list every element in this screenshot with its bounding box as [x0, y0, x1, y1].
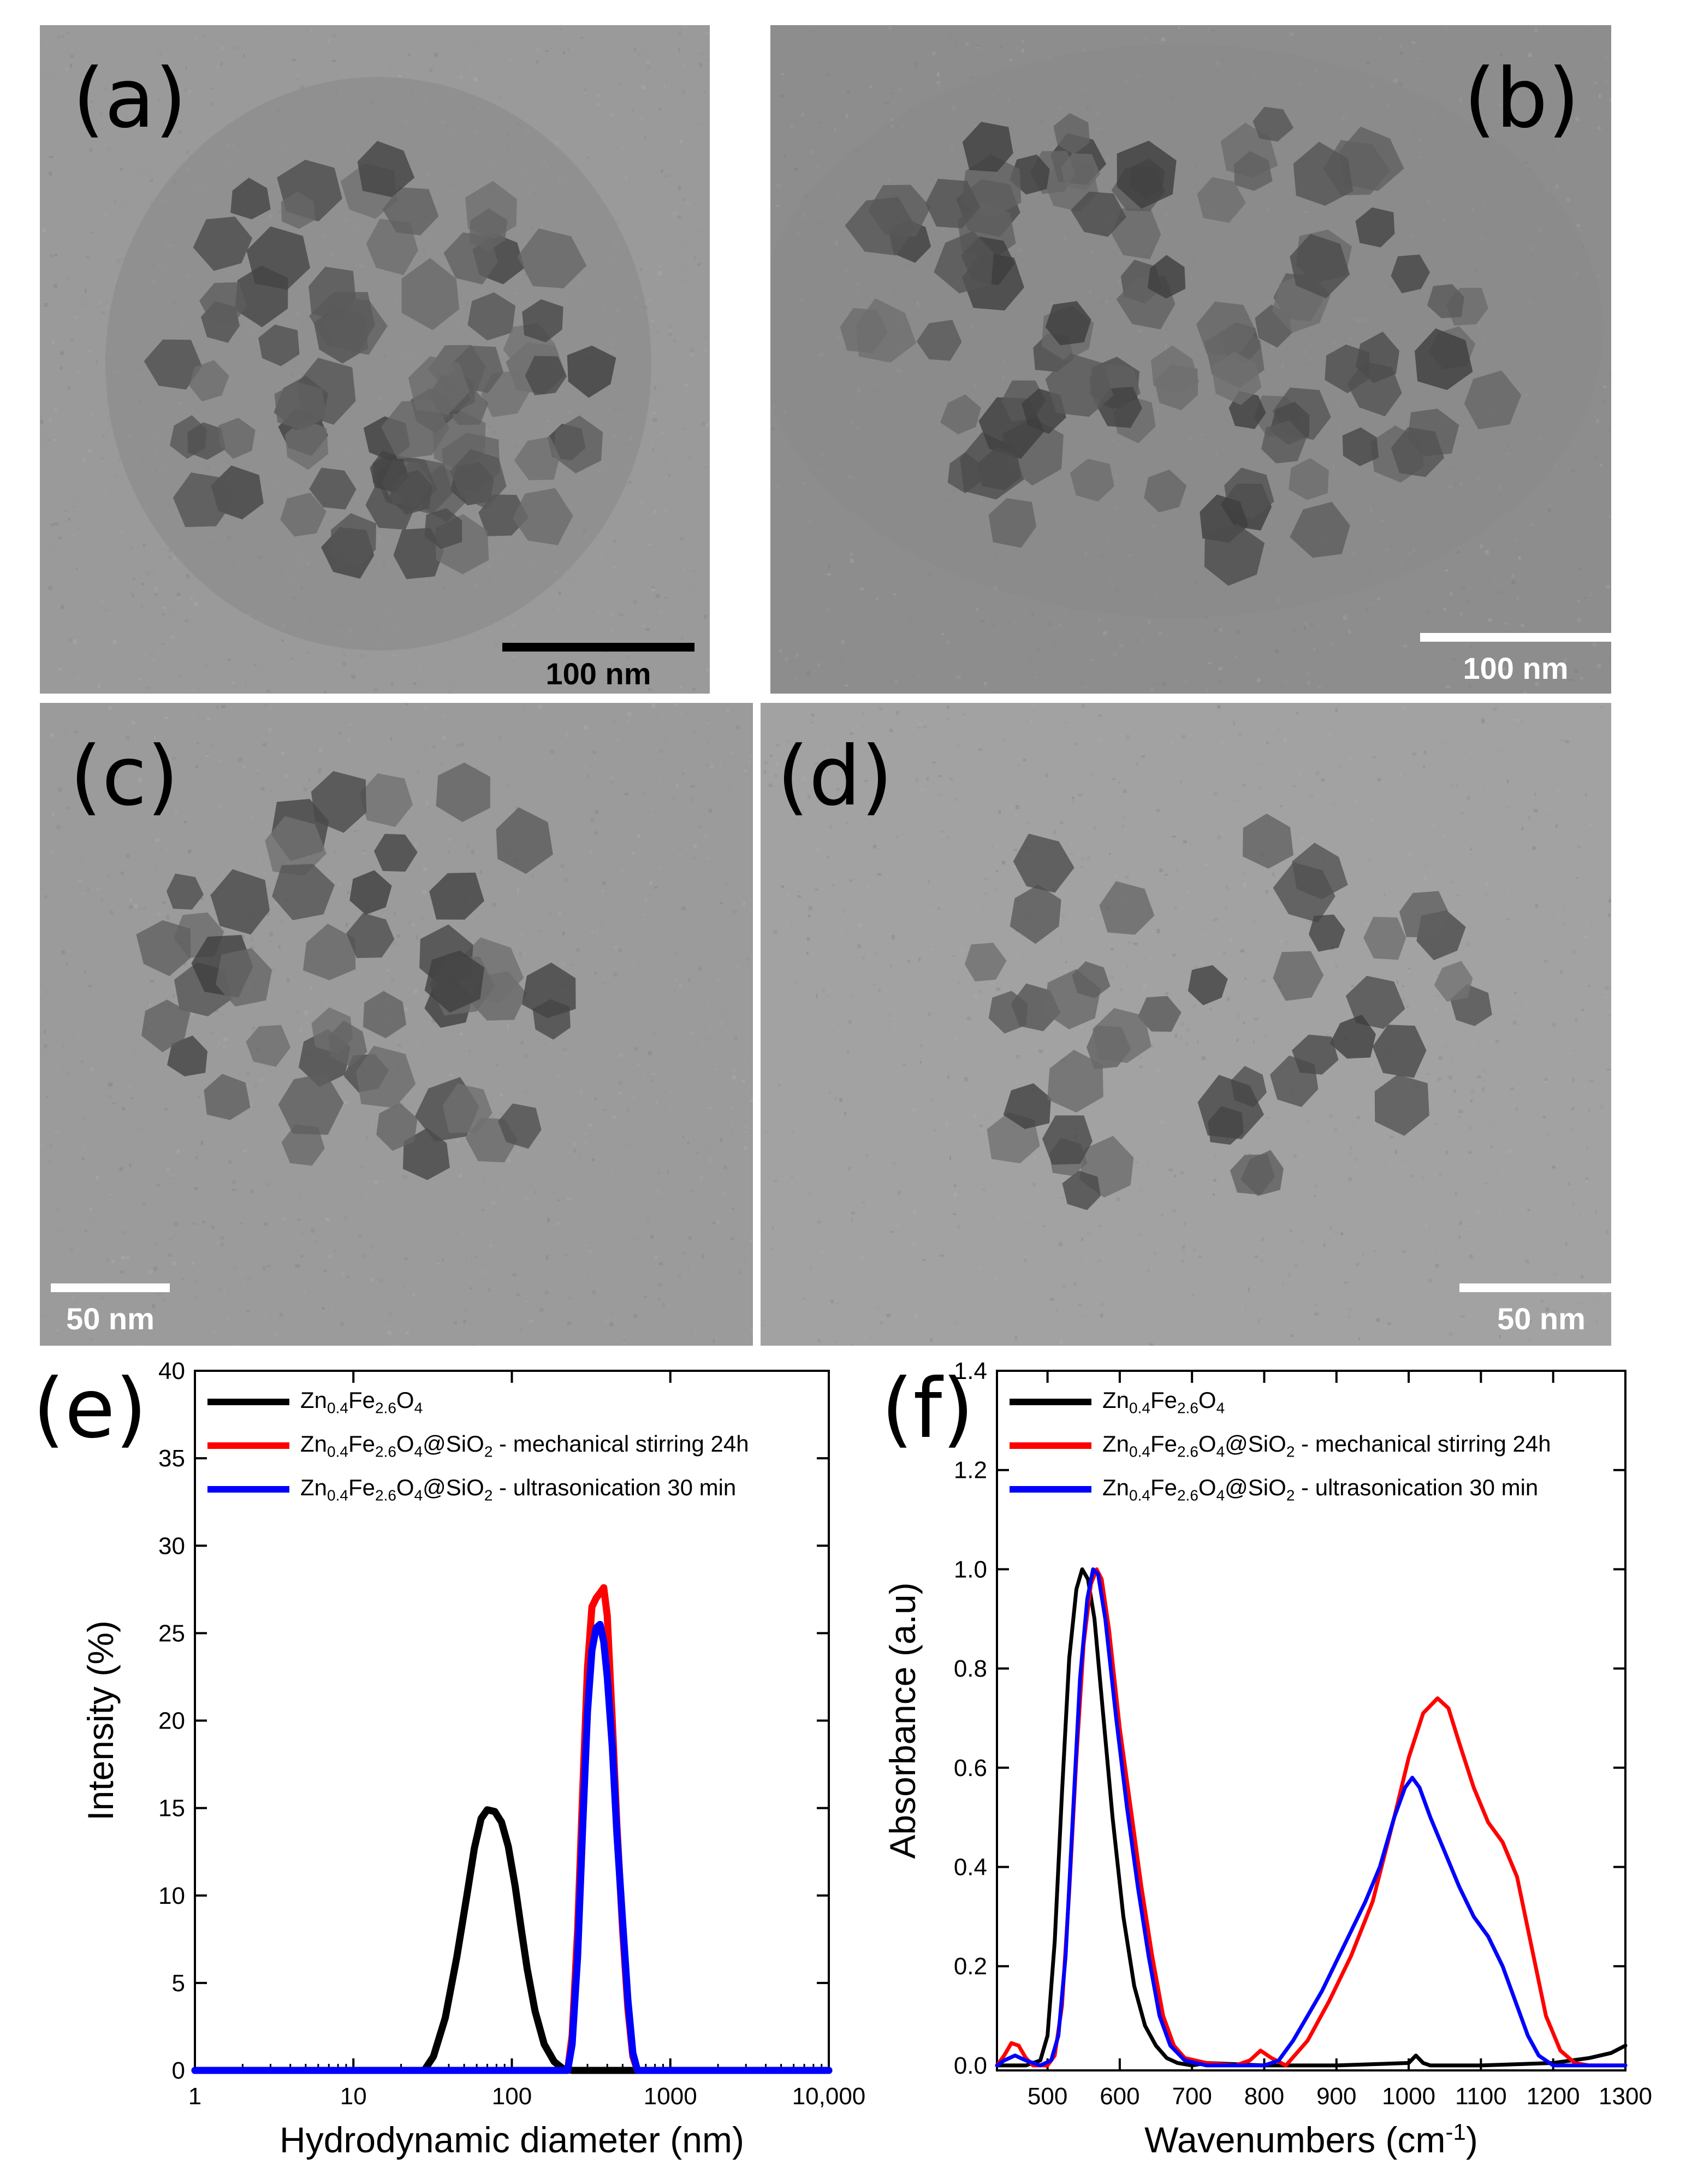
x-tick-label: 900: [1316, 2083, 1356, 2110]
x-tick-label: 600: [1100, 2083, 1139, 2110]
legend-label: Zn0.4Fe2.6O4: [1102, 1387, 1225, 1417]
y-tick-label: 0.2: [954, 1953, 987, 1980]
x-tick-label: 1000: [1382, 2083, 1435, 2110]
y-tick-label: 5: [172, 1970, 185, 1997]
series-line-2: [995, 1567, 1628, 2068]
legend-swatch: [1010, 1399, 1091, 1406]
y-tick-label: 1.0: [954, 1556, 987, 1583]
scale-bar-a: [502, 643, 694, 652]
x-tick-label: 100: [492, 2083, 532, 2110]
tem-panel-b: (b) 100 nm: [770, 25, 1611, 694]
y-tick-label: 0.0: [954, 2052, 987, 2079]
scale-label-d: 50 nm: [1497, 1301, 1586, 1336]
legend-label: Zn0.4Fe2.6O4@SiO2 - ultrasonication 30 m…: [1102, 1475, 1539, 1504]
scale-label-c: 50 nm: [66, 1301, 155, 1336]
x-tick-label: 1: [188, 2083, 201, 2110]
panel-letter-b: (b): [1464, 51, 1580, 146]
legend-label: Zn0.4Fe2.6O4@SiO2 - mechanical stirring …: [1102, 1431, 1551, 1460]
x-tick-label: 10: [340, 2083, 367, 2110]
panel-letter-d: (d): [777, 729, 893, 824]
y-axis-label: Absorbance (a.u): [882, 1582, 923, 1859]
legend-swatch: [207, 1486, 289, 1493]
legend-label: Zn0.4Fe2.6O4: [300, 1387, 423, 1417]
legend-label: Zn0.4Fe2.6O4@SiO2 - ultrasonication 30 m…: [300, 1475, 737, 1504]
series-line-3: [995, 1567, 1628, 2068]
y-tick-label: 0.4: [954, 1854, 987, 1881]
scale-bar-b: [1420, 633, 1611, 642]
y-tick-label: 0.8: [954, 1655, 987, 1682]
y-tick-label: 10: [158, 1883, 185, 1909]
y-tick-label: 35: [158, 1445, 185, 1472]
tem-panel-a: (a) 100 nm: [40, 25, 710, 694]
series-line-2: [191, 1584, 833, 2074]
legend-label: Zn0.4Fe2.6O4@SiO2 - mechanical stirring …: [300, 1431, 749, 1460]
legend-entry: Zn0.4Fe2.6O4@SiO2 - mechanical stirring …: [1010, 1431, 1551, 1460]
x-tick-label: 10,000: [792, 2083, 866, 2110]
y-tick-label: 40: [158, 1358, 185, 1384]
x-tick-label: 1200: [1527, 2083, 1580, 2110]
x-tick-label: 1300: [1599, 2083, 1652, 2110]
y-tick-label: 15: [158, 1795, 185, 1822]
tem-panel-d: (d) 50 nm: [761, 703, 1611, 1346]
x-tick-label: 1000: [644, 2083, 697, 2110]
y-tick-label: 30: [158, 1532, 185, 1559]
y-tick-label: 1.4: [954, 1358, 987, 1384]
panel-letter-a: (a): [73, 51, 187, 146]
scale-bar-c: [51, 1283, 170, 1292]
y-tick-label: 0: [172, 2057, 185, 2084]
series-line-1: [191, 1806, 833, 2074]
tem-image-a: [40, 25, 710, 694]
chart-e-svg: 0 5 10 15 20 25 30 35 40 1 10 100 1000 10,000 Hydrodyn…: [80, 1358, 865, 2160]
scale-bar-d: [1459, 1283, 1611, 1292]
panel-letter-e: (e): [33, 1362, 147, 1457]
tem-image-b: [770, 25, 1611, 694]
x-axis-label: Hydrodynamic diameter (nm): [280, 2120, 744, 2160]
panel-letter-f: (f): [881, 1362, 974, 1457]
legend-entry: Zn0.4Fe2.6O4@SiO2 - mechanical stirring …: [207, 1431, 749, 1460]
x-tick-label: 800: [1244, 2083, 1284, 2110]
series-line-3: [191, 1620, 833, 2074]
tem-panel-c: (c) 50 nm: [40, 703, 753, 1346]
chart-e: 0 5 10 15 20 25 30 35 40 1 10 100 1000 10,000 Hydrodyn…: [0, 1354, 865, 2184]
y-tick-label: 25: [158, 1620, 185, 1647]
series-line-1: [995, 1567, 1628, 2068]
x-tick-label: 500: [1028, 2083, 1067, 2110]
y-tick-label: 20: [158, 1708, 185, 1735]
legend-entry: Zn0.4Fe2.6O4@SiO2 - ultrasonication 30 m…: [1010, 1475, 1538, 1504]
y-tick-label: 0.6: [954, 1755, 987, 1781]
legend-f: Zn0.4Fe2.6O4 Zn0.4Fe2.6O4@SiO2 - mechanic…: [1010, 1387, 1665, 1529]
tem-image-c: [40, 703, 753, 1346]
panel-letter-c: (c): [70, 729, 179, 824]
legend-e: Zn0.4Fe2.6O4 Zn0.4Fe2.6O4@SiO2 - mechanic…: [207, 1387, 835, 1529]
tem-image-d: [761, 703, 1611, 1346]
legend-entry: Zn0.4Fe2.6O4@SiO2 - ultrasonication 30 m…: [207, 1475, 736, 1504]
y-axis-label: Intensity (%): [80, 1620, 121, 1821]
x-axis-label: Wavenumbers (cm-1): [1144, 2119, 1478, 2161]
chart-f: 0.0 0.2 0.4 0.6 0.8 1.0 1.2 1.4 500 600 700 800 900 1…: [843, 1354, 1686, 2184]
legend-swatch: [207, 1399, 289, 1406]
scale-label-a: 100 nm: [545, 656, 651, 691]
x-tick-label: 700: [1172, 2083, 1212, 2110]
chart-f-svg: 0.0 0.2 0.4 0.6 0.8 1.0 1.2 1.4 500 600 700 800 900 1…: [882, 1358, 1652, 2161]
y-tick-label: 1.2: [954, 1457, 987, 1484]
legend-swatch: [207, 1442, 289, 1449]
legend-swatch: [1010, 1442, 1091, 1449]
legend-swatch: [1010, 1486, 1091, 1493]
legend-entry: Zn0.4Fe2.6O4: [207, 1387, 423, 1417]
x-tick-label: 1100: [1455, 2083, 1507, 2110]
scale-label-b: 100 nm: [1463, 651, 1569, 685]
plot-frame: [996, 1370, 1626, 2071]
legend-entry: Zn0.4Fe2.6O4: [1010, 1387, 1225, 1417]
